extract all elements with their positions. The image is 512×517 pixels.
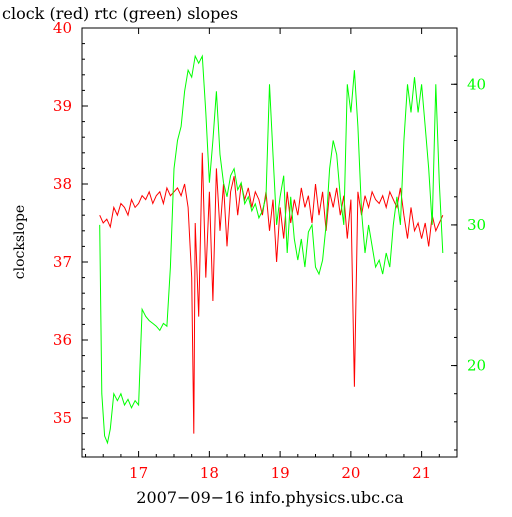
series-layer	[99, 54, 444, 445]
x-tick-label: 19	[271, 464, 290, 482]
y-axis-label: clockslope	[12, 205, 28, 279]
tick-layer: 17 18 19 20 21 35 36 37 38 39 40 20 30 40	[53, 19, 486, 482]
y-left-tick-label: 35	[53, 409, 72, 427]
x-tick-label: 18	[200, 464, 219, 482]
x-tick-label: 21	[412, 464, 431, 482]
y-left-tick-label: 37	[53, 253, 72, 271]
y-right-tick-label: 40	[467, 75, 486, 93]
y-right-tick-label: 30	[467, 216, 486, 234]
series-line-clock	[99, 152, 444, 434]
y-left-tick-label: 36	[53, 331, 72, 349]
y-left-tick-label: 39	[53, 97, 72, 115]
series-line-rtc	[99, 54, 444, 445]
y-left-tick-label: 38	[53, 175, 72, 193]
chart-title: clock (red) rtc (green) slopes	[2, 4, 238, 23]
plot-frame	[81, 27, 458, 458]
x-axis-label: 2007−09−16 info.physics.ubc.ca	[136, 488, 404, 507]
x-tick-label: 20	[341, 464, 360, 482]
y-right-tick-label: 20	[467, 357, 486, 375]
y-left-tick-label: 40	[53, 19, 72, 37]
x-tick-label: 17	[129, 464, 148, 482]
